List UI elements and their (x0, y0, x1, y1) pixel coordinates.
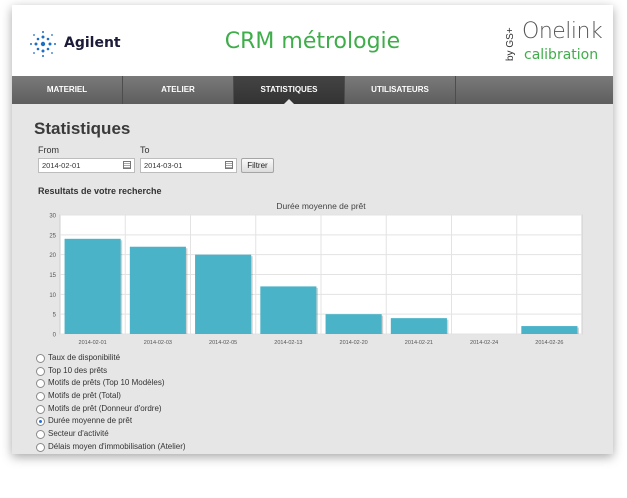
calendar-icon[interactable] (123, 161, 131, 169)
to-date-value: 2014-03-01 (144, 161, 183, 170)
radio-button[interactable] (36, 404, 45, 414)
calibration-logo-text: calibration (524, 47, 599, 63)
calendar-icon[interactable] (225, 161, 233, 169)
from-label: From (38, 145, 59, 155)
y-tick-label: 10 (49, 293, 56, 299)
chart-title: Durée moyenne de prêt (276, 201, 366, 211)
bar (260, 286, 317, 334)
y-tick-label: 30 (49, 214, 56, 220)
tab-label: MATERIEL (46, 85, 88, 94)
radio-button[interactable] (36, 366, 45, 376)
tab-label: STATISTIQUES (260, 85, 318, 94)
y-tick-label: 15 (49, 273, 56, 279)
radio-button[interactable] (36, 430, 45, 440)
main-content: Statistiques From To 2014-02-01 2014-03-… (12, 104, 613, 454)
page-title: Statistiques (34, 119, 131, 138)
x-tick-label: 2014-02-01 (79, 340, 107, 346)
tab-atelier[interactable]: ATELIER (123, 76, 234, 104)
bar (521, 326, 578, 334)
tab-materiel[interactable]: MATERIEL (12, 76, 123, 104)
main-nav: MATERIEL ATELIER STATISTIQUES UTILISATEU… (12, 76, 613, 104)
agilent-spark-icon (30, 31, 56, 57)
header: Agilent CRM métrologie by GS+ Onelink ca… (12, 5, 613, 76)
agilent-logo-text: Agilent (64, 35, 121, 51)
active-tab-pointer (284, 99, 294, 104)
onelink-logo-text: Onelink (522, 19, 603, 44)
stat-option-label: Motifs de prêts (Top 10 Modèles) (48, 378, 165, 388)
app-window: Agilent CRM métrologie by GS+ Onelink ca… (12, 5, 613, 454)
stat-option-label: Taux de disponibilité (48, 353, 121, 362)
app-title: CRM métrologie (224, 29, 401, 54)
y-tick-label: 5 (53, 313, 57, 319)
bar-chart: Durée moyenne de prêt 0 5 10 15 20 25 30 2014-02… (49, 201, 583, 346)
bar (195, 254, 252, 334)
stat-option-label: Top 10 des prêts (48, 365, 108, 375)
radio-button[interactable] (36, 354, 45, 363)
y-tick-label: 25 (49, 233, 56, 239)
tab-label: UTILISATEURS (371, 85, 429, 94)
stat-option-label: Délais moyen d'immobilisation (Atelier) (48, 441, 186, 451)
y-tick-label: 20 (49, 253, 56, 259)
stat-option-label: Durée moyenne de prêt (48, 416, 133, 426)
x-tick-label: 2014-02-05 (209, 340, 237, 346)
stat-option-label: Secteur d'activité (48, 429, 109, 439)
from-date-input[interactable]: 2014-02-01 (38, 158, 135, 173)
stat-option-label: Motifs de prêt (Total) (48, 391, 121, 401)
x-tick-label: 2014-02-24 (470, 340, 498, 346)
by-gs-label: by GS+ (505, 27, 516, 61)
bar (390, 318, 447, 334)
results-title: Resultats de votre recherche (38, 186, 162, 196)
tab-statistiques[interactable]: STATISTIQUES (234, 76, 345, 104)
y-tick-label: 0 (53, 333, 57, 339)
from-date-value: 2014-02-01 (42, 161, 81, 170)
radio-button[interactable] (36, 417, 45, 427)
radio-button[interactable] (36, 379, 45, 389)
to-label: To (140, 145, 150, 155)
tab-label: ATELIER (161, 85, 195, 94)
bar (64, 238, 121, 334)
bar (325, 314, 382, 334)
x-tick-label: 2014-02-03 (144, 340, 172, 346)
x-tick-label: 2014-02-13 (274, 340, 302, 346)
bar (129, 246, 186, 334)
stat-option-label: Motifs de prêt (Donneur d'ordre) (48, 403, 162, 413)
x-tick-label: 2014-02-21 (405, 340, 433, 346)
radio-button[interactable] (36, 392, 45, 402)
x-tick-label: 2014-02-20 (340, 340, 368, 346)
x-tick-label: 2014-02-26 (535, 340, 563, 346)
tab-utilisateurs[interactable]: UTILISATEURS (345, 76, 456, 104)
filter-button[interactable]: Filtrer (241, 158, 274, 173)
to-date-input[interactable]: 2014-03-01 (140, 158, 237, 173)
radio-button[interactable] (36, 442, 45, 452)
